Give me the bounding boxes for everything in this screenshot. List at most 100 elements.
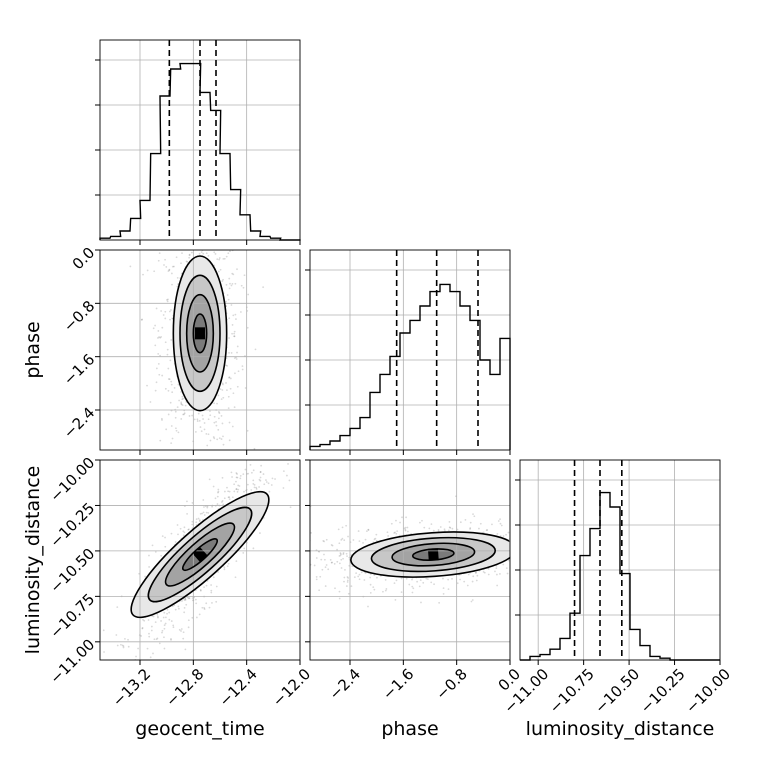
scatter-point	[226, 364, 229, 367]
contour-level	[179, 274, 221, 393]
scatter-point	[184, 220, 186, 222]
scatter-point	[539, 573, 541, 575]
scatter-point	[263, 483, 266, 486]
scatter-point	[227, 395, 230, 398]
y-tick-label: −0.8	[60, 297, 98, 335]
contour-lines	[130, 490, 270, 619]
scatter-point	[143, 619, 146, 622]
scatter-point	[229, 247, 231, 249]
scatter-point	[195, 244, 197, 246]
scatter-point	[215, 424, 218, 427]
scatter-point	[234, 282, 237, 285]
scatter-point	[223, 497, 226, 500]
scatter-point	[386, 531, 389, 534]
scatter-point	[220, 438, 223, 440]
scatter-point	[495, 573, 498, 576]
scatter-point	[225, 283, 228, 286]
scatter-point	[447, 578, 450, 581]
scatter-point	[382, 590, 384, 593]
scatter-point	[169, 318, 171, 321]
scatter-point	[227, 252, 230, 255]
scatter-point	[209, 414, 212, 417]
scatter-point	[367, 605, 369, 608]
scatter-point	[517, 539, 519, 541]
scatter-point	[117, 683, 119, 685]
y-tick-label: −10.25	[46, 499, 98, 551]
scatter-point	[188, 253, 191, 256]
scatter-point	[235, 488, 238, 490]
scatter-point	[263, 432, 265, 434]
scatter-point	[345, 585, 348, 587]
scatter-point	[166, 221, 168, 223]
scatter-point	[184, 229, 186, 231]
scatter-point	[216, 438, 219, 441]
scatter-point	[196, 420, 199, 422]
scatter-point	[158, 373, 161, 376]
scatter-point	[228, 317, 231, 320]
scatter-point	[170, 532, 173, 535]
scatter-point	[225, 300, 227, 303]
scatter-point	[235, 318, 237, 320]
scatter-point	[358, 578, 361, 581]
scatter-point	[543, 552, 545, 554]
scatter-point	[285, 474, 288, 477]
scatter-point	[476, 574, 479, 577]
scatter-point	[502, 563, 505, 566]
scatter-point	[236, 351, 238, 354]
scatter-point	[362, 541, 364, 544]
scatter-point	[175, 256, 178, 259]
scatter-point	[534, 551, 536, 553]
scatter-point	[171, 265, 174, 268]
scatter-point	[172, 626, 175, 629]
scatter-point	[563, 545, 565, 547]
scatter-point	[231, 228, 233, 230]
scatter-point	[543, 557, 545, 559]
scatter-point	[561, 544, 563, 546]
scatter-point	[496, 584, 499, 587]
scatter-point	[350, 585, 353, 588]
scatter-point	[262, 453, 264, 455]
scatter-point	[170, 383, 173, 386]
scatter-point	[141, 318, 144, 321]
contour-level	[391, 542, 476, 567]
scatter-point	[324, 566, 327, 569]
scatter-point	[283, 430, 285, 432]
scatter-point	[186, 221, 188, 223]
scatter-point	[222, 435, 224, 438]
scatter-point	[482, 531, 485, 534]
scatter-point	[516, 558, 518, 560]
scatter-point	[423, 526, 426, 529]
scatter-point	[459, 578, 461, 581]
scatter-point	[199, 589, 202, 592]
scatter-point	[167, 367, 170, 370]
scatter-point	[310, 531, 313, 534]
scatter-point	[345, 524, 348, 527]
scatter-point	[168, 310, 171, 313]
scatter-point	[228, 376, 231, 379]
scatter-point	[241, 365, 244, 368]
scatter-point	[222, 257, 225, 260]
scatter-point	[403, 527, 406, 530]
scatter-point	[507, 531, 510, 534]
scatter-point	[206, 506, 209, 509]
scatter-point	[213, 421, 216, 424]
scatter-point	[164, 317, 167, 320]
scatter-point	[528, 541, 530, 543]
scatter-point	[331, 561, 333, 564]
scatter-point	[221, 501, 223, 503]
scatter-point	[188, 254, 191, 257]
scatter-point	[176, 276, 179, 279]
scatter-point	[199, 512, 202, 515]
scatter-point	[581, 543, 583, 545]
scatter-point	[220, 398, 223, 401]
scatter-point	[338, 590, 341, 593]
scatter-point	[243, 490, 245, 493]
x-tick-label: −12.8	[162, 665, 207, 710]
scatter-point	[218, 437, 221, 440]
scatter-point	[282, 487, 285, 489]
histogram-layer	[99, 40, 720, 661]
scatter-point	[514, 547, 516, 549]
scatter-point	[486, 529, 489, 531]
x-tick-label: −0.8	[432, 665, 470, 703]
contour-lines	[172, 255, 228, 412]
